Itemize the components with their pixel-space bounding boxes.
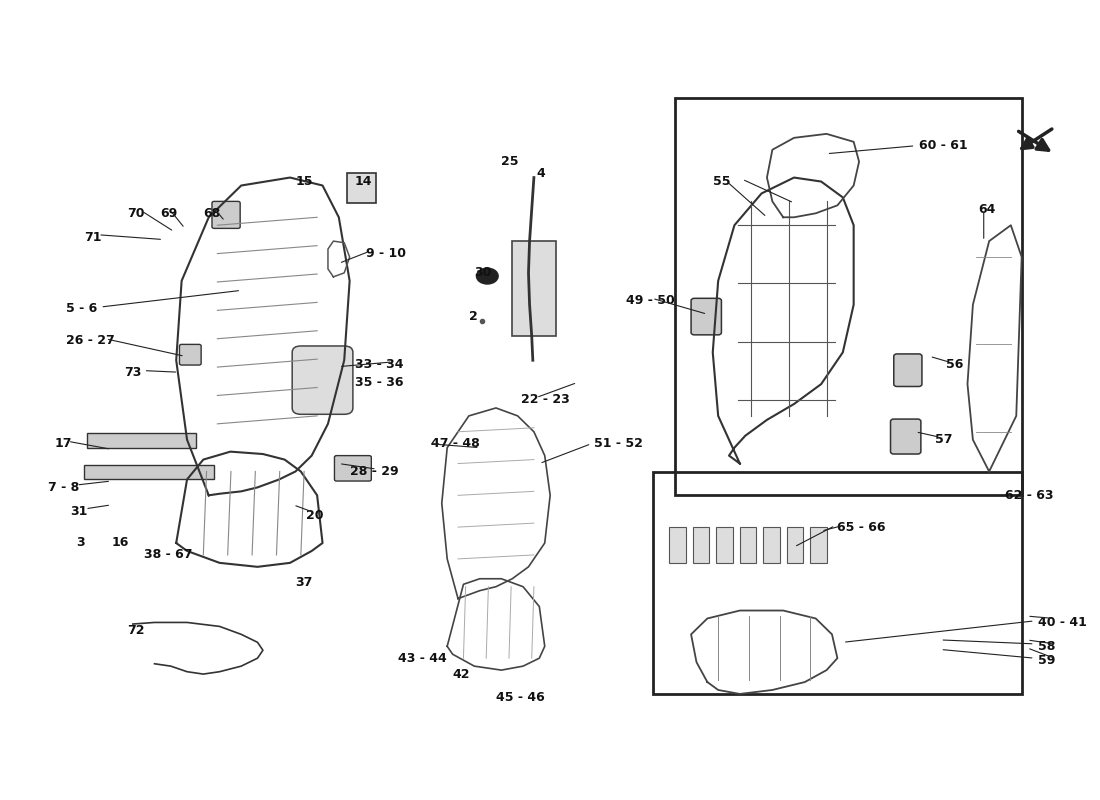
Text: 64: 64 — [978, 203, 996, 216]
Text: 73: 73 — [124, 366, 142, 378]
Text: 33 - 34: 33 - 34 — [355, 358, 404, 370]
Text: 58: 58 — [1038, 640, 1055, 653]
Text: 30: 30 — [474, 266, 492, 279]
Text: 72: 72 — [128, 624, 145, 637]
Bar — [811, 527, 826, 563]
Text: 37: 37 — [296, 576, 312, 590]
Text: 15: 15 — [296, 175, 312, 188]
Text: 65 - 66: 65 - 66 — [837, 521, 886, 534]
Text: 59: 59 — [1038, 654, 1055, 667]
Text: 70: 70 — [128, 207, 145, 220]
Text: 47 - 48: 47 - 48 — [431, 437, 480, 450]
FancyBboxPatch shape — [293, 346, 353, 414]
Bar — [763, 527, 780, 563]
Text: 40 - 41: 40 - 41 — [1038, 616, 1087, 629]
Bar — [513, 241, 556, 337]
Bar — [716, 527, 733, 563]
Text: 57: 57 — [935, 434, 953, 446]
Text: 31: 31 — [70, 505, 87, 518]
FancyBboxPatch shape — [891, 419, 921, 454]
Text: 43 - 44: 43 - 44 — [398, 652, 448, 665]
Bar — [87, 434, 196, 448]
FancyBboxPatch shape — [894, 354, 922, 386]
Text: 55: 55 — [713, 175, 730, 188]
Text: 16: 16 — [111, 537, 129, 550]
Text: 4: 4 — [536, 167, 544, 180]
Text: 28 - 29: 28 - 29 — [350, 465, 398, 478]
Bar — [84, 465, 214, 479]
Text: 71: 71 — [84, 230, 101, 244]
Text: 38 - 67: 38 - 67 — [144, 549, 192, 562]
Bar — [740, 527, 756, 563]
FancyBboxPatch shape — [212, 202, 240, 229]
Text: 3: 3 — [77, 537, 85, 550]
Text: 42: 42 — [452, 667, 470, 681]
Text: 17: 17 — [55, 437, 73, 450]
Text: 5 - 6: 5 - 6 — [66, 302, 97, 315]
FancyBboxPatch shape — [334, 456, 372, 481]
Text: 60 - 61: 60 - 61 — [918, 139, 967, 152]
Text: 69: 69 — [160, 207, 177, 220]
Text: 51 - 52: 51 - 52 — [594, 437, 642, 450]
Text: 26 - 27: 26 - 27 — [66, 334, 114, 347]
Text: 7 - 8: 7 - 8 — [48, 481, 79, 494]
Text: 45 - 46: 45 - 46 — [496, 691, 544, 705]
Bar — [670, 527, 685, 563]
Text: 68: 68 — [204, 207, 221, 220]
Text: 20: 20 — [306, 509, 323, 522]
Text: 25: 25 — [502, 155, 519, 168]
Circle shape — [476, 268, 498, 284]
Text: 35 - 36: 35 - 36 — [355, 376, 404, 389]
Text: 14: 14 — [355, 175, 373, 188]
FancyBboxPatch shape — [691, 298, 722, 335]
Text: 9 - 10: 9 - 10 — [366, 246, 406, 259]
Text: 22 - 23: 22 - 23 — [521, 394, 570, 406]
FancyBboxPatch shape — [348, 173, 376, 203]
Text: 49 - 50: 49 - 50 — [626, 294, 674, 307]
Bar — [786, 527, 803, 563]
Text: 62 - 63: 62 - 63 — [1005, 489, 1054, 502]
Text: 56: 56 — [946, 358, 964, 370]
Bar — [693, 527, 710, 563]
FancyBboxPatch shape — [179, 344, 201, 365]
Text: 2: 2 — [469, 310, 477, 323]
